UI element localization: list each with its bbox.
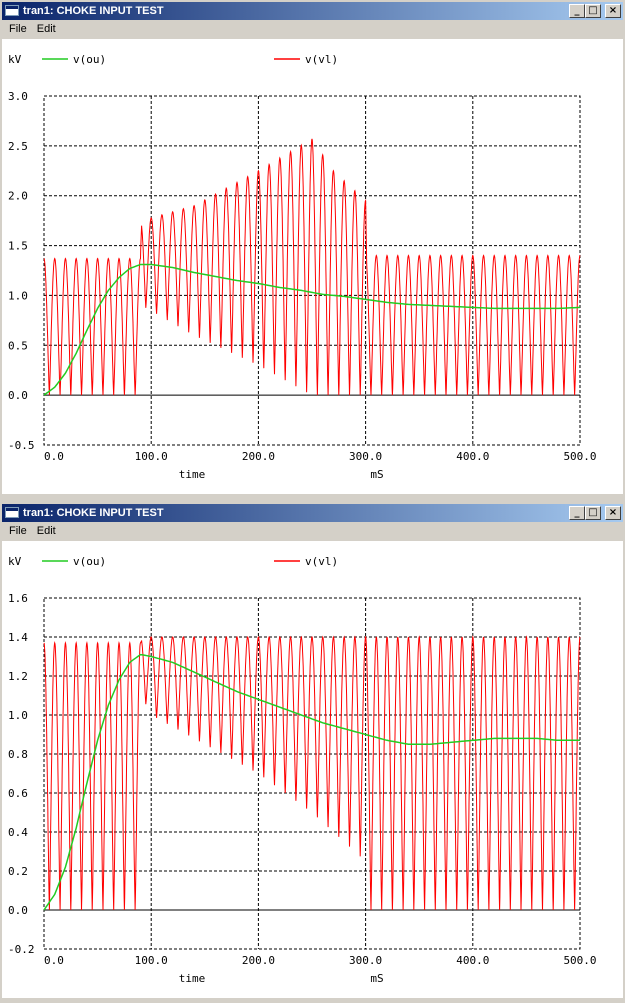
menu-file[interactable]: File: [9, 23, 27, 35]
x-tick-label: 0.0: [44, 450, 64, 463]
window-title: tran1: CHOKE INPUT TEST: [23, 507, 164, 519]
y-tick-label: 0.4: [8, 826, 28, 839]
menu-file[interactable]: File: [9, 525, 27, 537]
close-button[interactable]: ×: [605, 4, 621, 18]
y-tick-label: 1.4: [8, 631, 28, 644]
legend-label-vou: v(ou): [73, 555, 106, 568]
x-tick-label: 100.0: [135, 954, 168, 967]
x-tick-label: 400.0: [456, 954, 489, 967]
maximize-button[interactable]: □: [585, 4, 601, 18]
maximize-button[interactable]: □: [585, 506, 601, 520]
window-icon[interactable]: [5, 507, 19, 518]
y-tick-label: 1.2: [8, 670, 28, 683]
close-button[interactable]: ×: [605, 506, 621, 520]
x-axis-label: time: [179, 468, 206, 481]
y-tick-label: 0.2: [8, 865, 28, 878]
series-vou-line: [43, 653, 580, 911]
legend-label-vvl: v(vl): [305, 555, 338, 568]
x-tick-label: 400.0: [456, 450, 489, 463]
y-tick-label: 1.5: [8, 240, 28, 253]
y-tick-label: 0.0: [8, 904, 28, 917]
y-tick-label: 2.5: [8, 140, 28, 153]
menu-bar: File Edit: [2, 523, 623, 540]
y-tick-label: 0.6: [8, 787, 28, 800]
y-axis-unit: kV: [8, 555, 22, 568]
plot-frame: [43, 597, 581, 950]
plot-area[interactable]: kV v(ou) v(vl) 0.0 100.0 200.0 300.0 400.0 500.0…: [2, 541, 623, 998]
plot-frame: [43, 95, 581, 446]
y-tick-label: 1.0: [8, 709, 28, 722]
y-tick-label: 1.0: [8, 289, 28, 302]
series-vou-line: [43, 263, 581, 396]
legend-label-vou: v(ou): [73, 53, 106, 66]
y-tick-label: -0.5: [8, 439, 35, 452]
legend-label-vvl: v(vl): [305, 53, 338, 66]
chart[interactable]: kV v(ou) v(vl) 0.0 100.0 200.0 300.0 400.0 500.0…: [2, 39, 623, 494]
minimize-button[interactable]: _: [569, 4, 585, 18]
menu-bar: File Edit: [2, 21, 623, 38]
x-axis-label: time: [179, 972, 206, 985]
x-tick-label: 200.0: [242, 954, 275, 967]
series-vvl-line: [43, 138, 581, 396]
y-tick-label: 0.0: [8, 389, 28, 402]
title-bar[interactable]: tran1: CHOKE INPUT TEST _ □ ×: [2, 2, 623, 20]
y-tick-label: 3.0: [8, 90, 28, 103]
series-vvl-line: [43, 635, 581, 911]
x-axis-unit: mS: [370, 972, 383, 985]
menu-edit[interactable]: Edit: [36, 525, 56, 537]
x-tick-label: 0.0: [44, 954, 64, 967]
title-bar[interactable]: tran1: CHOKE INPUT TEST _ □ ×: [2, 504, 623, 522]
y-tick-label: 1.6: [8, 592, 28, 605]
y-axis-unit: kV: [8, 53, 22, 66]
y-tick-label: 0.8: [8, 748, 28, 761]
plot-area[interactable]: kV v(ou) v(vl) 0.0 100.0 200.0 300.0 400.0 500.0…: [2, 39, 623, 494]
x-tick-label: 300.0: [349, 450, 382, 463]
x-tick-label: 300.0: [349, 954, 382, 967]
x-tick-label: 100.0: [135, 450, 168, 463]
y-tick-label: 0.5: [8, 339, 28, 352]
x-tick-label: 500.0: [563, 954, 596, 967]
scope-window-2: tran1: CHOKE INPUT TEST _ □ × File Edit k…: [0, 502, 625, 1000]
window-icon[interactable]: [5, 5, 19, 16]
minimize-button[interactable]: _: [569, 506, 585, 520]
x-tick-label: 500.0: [563, 450, 596, 463]
window-title: tran1: CHOKE INPUT TEST: [23, 5, 164, 17]
chart[interactable]: kV v(ou) v(vl) 0.0 100.0 200.0 300.0 400.0 500.0…: [2, 541, 623, 998]
scope-window-1: tran1: CHOKE INPUT TEST _ □ × File Edit k…: [0, 0, 625, 496]
y-tick-label: 2.0: [8, 190, 28, 203]
x-axis-unit: mS: [370, 468, 383, 481]
y-tick-label: -0.2: [8, 943, 35, 956]
x-tick-label: 200.0: [242, 450, 275, 463]
menu-edit[interactable]: Edit: [36, 23, 56, 35]
